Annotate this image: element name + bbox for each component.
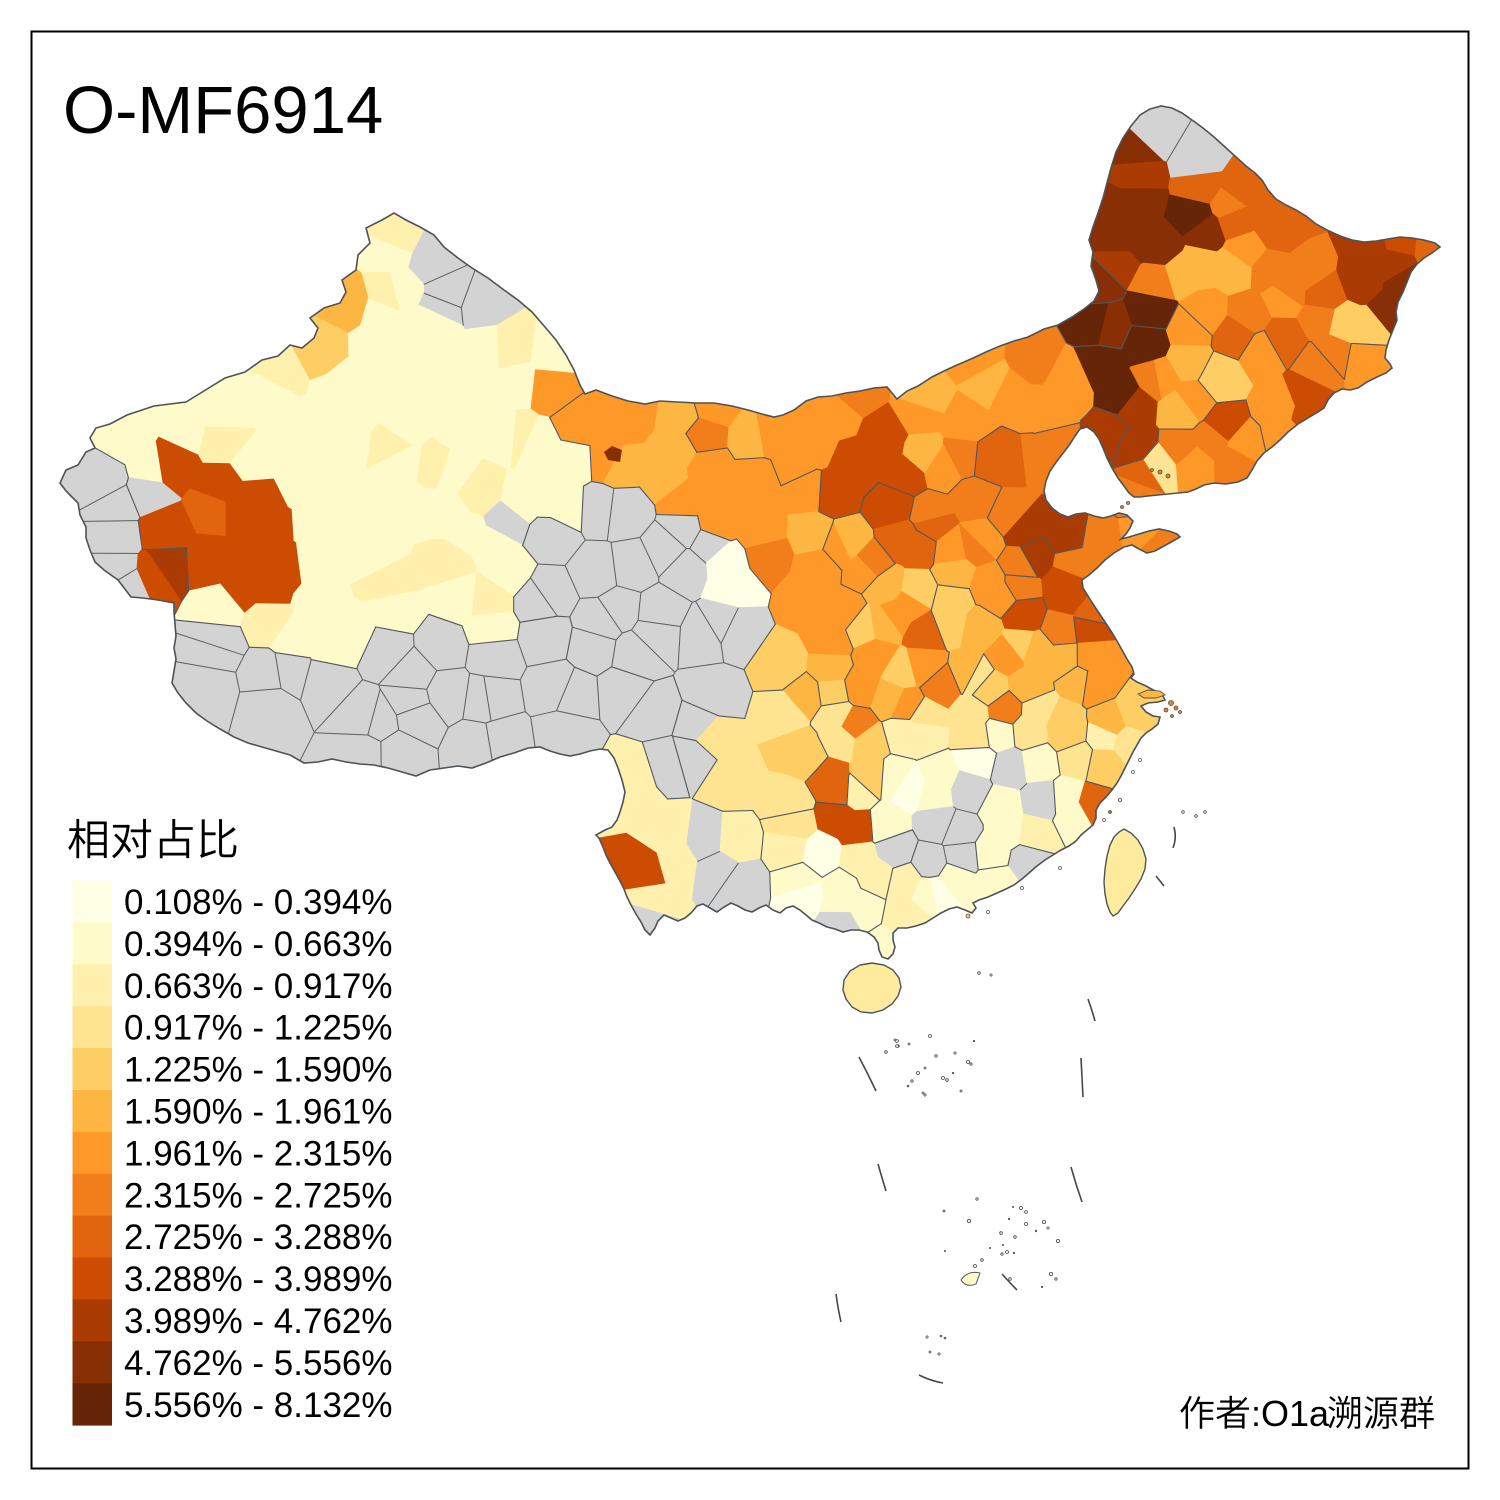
svg-text::O1a: :O1a [1251, 1393, 1330, 1434]
svg-text:2.725% - 3.288%: 2.725% - 3.288% [124, 1218, 393, 1257]
svg-text:1.961% - 2.315%: 1.961% - 2.315% [124, 1134, 393, 1173]
svg-text:0.394% - 0.663%: 0.394% - 0.663% [124, 925, 393, 964]
svg-text:0.917% - 1.225%: 0.917% - 1.225% [124, 1009, 393, 1048]
svg-text:4.762% - 5.556%: 4.762% - 5.556% [124, 1344, 393, 1383]
svg-text:5.556% - 8.132%: 5.556% - 8.132% [124, 1386, 393, 1425]
svg-text:3.989% - 4.762%: 3.989% - 4.762% [124, 1302, 393, 1341]
svg-text:2.315% - 2.725%: 2.315% - 2.725% [124, 1176, 393, 1215]
svg-text:0.663% - 0.917%: 0.663% - 0.917% [124, 967, 393, 1006]
svg-text:1.225% - 1.590%: 1.225% - 1.590% [124, 1051, 393, 1090]
svg-text:3.288% - 3.989%: 3.288% - 3.989% [124, 1260, 393, 1299]
svg-text:0.108% - 0.394%: 0.108% - 0.394% [124, 883, 393, 922]
svg-text:O-MF6914: O-MF6914 [63, 73, 383, 148]
svg-text:1.590% - 1.961%: 1.590% - 1.961% [124, 1093, 393, 1132]
